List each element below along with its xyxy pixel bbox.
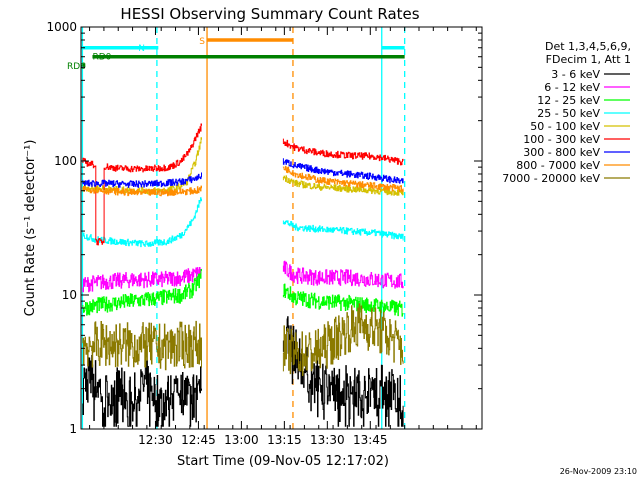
plot-area: N S RD0 RD6: [67, 27, 406, 429]
legend-entry-label: 50 - 100 keV: [530, 120, 600, 133]
y-tick-label: 100: [54, 154, 77, 168]
series-8: [82, 303, 404, 376]
series-line: [282, 138, 404, 166]
status-bar-0: N: [81, 44, 405, 54]
x-tick-label: 12:45: [181, 433, 216, 447]
legend-entry-label: 25 - 50 keV: [537, 107, 600, 120]
chart-title: HESSI Observing Summary Count Rates: [120, 5, 419, 23]
series-7: [82, 165, 404, 197]
series-line: [282, 220, 404, 241]
legend-entry-label: 3 - 6 keV: [551, 68, 600, 81]
series-4: [82, 137, 404, 196]
series-line: [282, 283, 404, 317]
series-5: [82, 123, 404, 246]
series-line: [282, 175, 404, 196]
series-line: [82, 197, 202, 248]
x-tick-label: 13:30: [310, 433, 345, 447]
status-bar-2: RD0: [92, 53, 405, 63]
series-line: [282, 158, 404, 184]
y-tick-label: 1000: [46, 20, 77, 34]
legend-entry-label: 100 - 300 keV: [523, 133, 600, 146]
x-tick-label: 13:45: [353, 433, 388, 447]
y-axis: 1 10 100 1000: [46, 20, 482, 436]
plot-frame: [80, 26, 483, 430]
y-tick-label: 1: [69, 422, 77, 436]
x-tick-label: 13:00: [224, 433, 259, 447]
x-axis-label: Start Time (09-Nov-05 12:17:02): [177, 454, 389, 469]
status-bar-label: RD6: [67, 62, 86, 72]
series-line: [282, 303, 404, 376]
series-line: [82, 320, 202, 371]
y-tick-label: 10: [62, 288, 77, 302]
timestamp: 26-Nov-2009 23:10: [560, 467, 637, 476]
x-tick-label: 13:15: [267, 433, 302, 447]
x-tick-label: 12:30: [138, 433, 173, 447]
series-line: [282, 165, 404, 193]
x-axis: 12:30 12:45 13:00 13:15 13:30 13:45: [89, 27, 477, 447]
status-bar-label: S: [199, 37, 205, 47]
series-3: [82, 197, 404, 248]
series-line: [82, 269, 202, 316]
series-line: [82, 185, 202, 197]
series-line: [82, 123, 202, 246]
y-axis-label: Count Rate (s⁻¹ detector⁻¹): [23, 140, 38, 317]
legend-header-line: Det 1,3,4,5,6,9,: [545, 40, 631, 53]
legend-header-line: FDecim 1, Att 1: [546, 53, 631, 66]
series-line: [82, 267, 202, 293]
series-line: [82, 137, 202, 195]
series-1: [82, 260, 404, 293]
series-6: [82, 158, 404, 188]
status-bar-3: RD6: [67, 62, 86, 72]
legend-entry-label: 300 - 800 keV: [523, 146, 600, 159]
status-bar-label: RD0: [92, 53, 111, 63]
status-bar-label: N: [138, 44, 145, 54]
legend-entry-label: 800 - 7000 keV: [516, 159, 600, 172]
legend-entry-label: 12 - 25 keV: [537, 94, 600, 107]
series-2: [82, 269, 404, 317]
legend: Det 1,3,4,5,6,9,FDecim 1, Att 1 3 - 6 keV…: [502, 40, 631, 185]
series-line: [82, 172, 202, 188]
legend-entry-label: 7000 - 20000 keV: [502, 172, 600, 185]
status-bar-1: S: [199, 37, 293, 47]
series-line: [82, 355, 202, 427]
series-line: [282, 260, 404, 289]
legend-entry-label: 6 - 12 keV: [544, 81, 600, 94]
